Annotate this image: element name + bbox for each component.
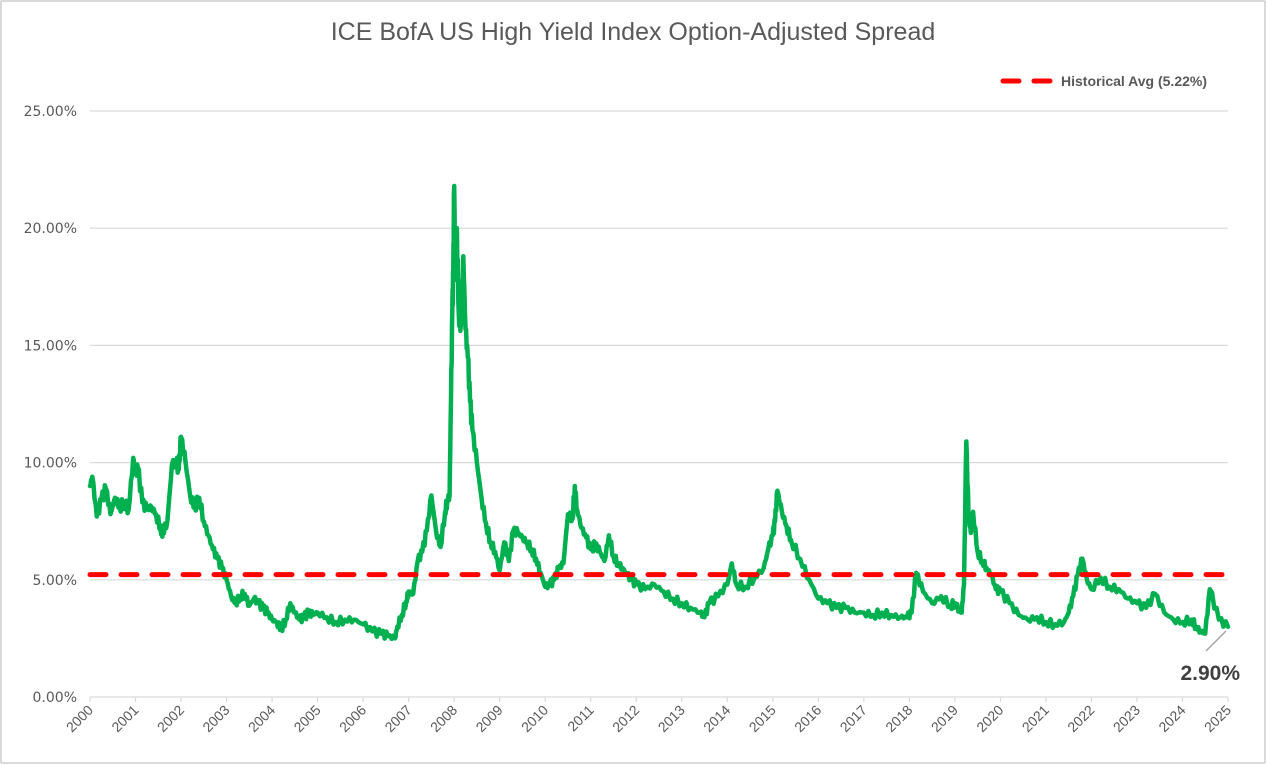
x-tick-label: 2021 — [1019, 702, 1052, 735]
x-tick-label: 2025 — [1201, 702, 1234, 735]
legend-label-historical-avg: Historical Avg (5.22%) — [1061, 73, 1207, 89]
y-tick-label: 25.00% — [24, 104, 77, 120]
y-tick-label: 15.00% — [24, 338, 77, 354]
annotation-leader-line — [1205, 630, 1227, 652]
x-tick-label: 2003 — [199, 702, 232, 735]
x-tick-label: 2010 — [518, 702, 551, 735]
x-tick-label: 2012 — [609, 702, 642, 735]
series-line-hy-oas — [87, 183, 1231, 642]
x-tick-label: 2001 — [108, 702, 141, 735]
x-tick-label: 2017 — [837, 702, 870, 735]
x-tick-label: 2002 — [154, 702, 187, 735]
x-tick-label: 2009 — [472, 702, 505, 735]
x-tick-label: 2000 — [63, 702, 96, 735]
x-tick-label: 2013 — [655, 702, 688, 735]
x-tick-label: 2011 — [564, 702, 597, 735]
x-tick-label: 2007 — [381, 702, 414, 735]
x-tick-label: 2016 — [791, 702, 824, 735]
y-tick-label: 20.00% — [24, 221, 77, 237]
x-tick-label: 2008 — [427, 702, 460, 735]
x-tick-label: 2005 — [290, 702, 323, 735]
x-tick-label: 2020 — [973, 702, 1006, 735]
x-tick-label: 2022 — [1064, 702, 1097, 735]
x-tick-label: 2023 — [1110, 702, 1143, 735]
gridlines — [90, 110, 1228, 698]
x-tick-label: 2004 — [245, 702, 278, 735]
x-tick-label: 2018 — [882, 702, 915, 735]
x-tick-label: 2014 — [700, 702, 733, 735]
x-tick-label: 2015 — [746, 702, 779, 735]
annotation-latest-value: 2.90% — [1180, 662, 1240, 685]
series-layer — [87, 183, 1231, 642]
y-tick-label: 0.00% — [33, 690, 77, 706]
y-tick-label: 10.00% — [24, 456, 77, 472]
x-tick-label: 2006 — [336, 702, 369, 735]
legend: Historical Avg (5.22%) — [1000, 73, 1207, 89]
x-tick-label: 2019 — [928, 702, 961, 735]
y-tick-label: 5.00% — [33, 573, 77, 589]
x-tick-label: 2024 — [1155, 702, 1188, 735]
annotation-layer: 2.90% — [1180, 630, 1240, 685]
y-axis-tick-labels: 0.00% 5.00% 10.00% 15.00% 20.00% 25.00% — [24, 104, 77, 706]
chart-title: ICE BofA US High Yield Index Option-Adju… — [331, 18, 936, 46]
x-axis: 2000 2001 2002 2003 2004 2005 2006 2007 2008 2009… — [63, 697, 1234, 735]
